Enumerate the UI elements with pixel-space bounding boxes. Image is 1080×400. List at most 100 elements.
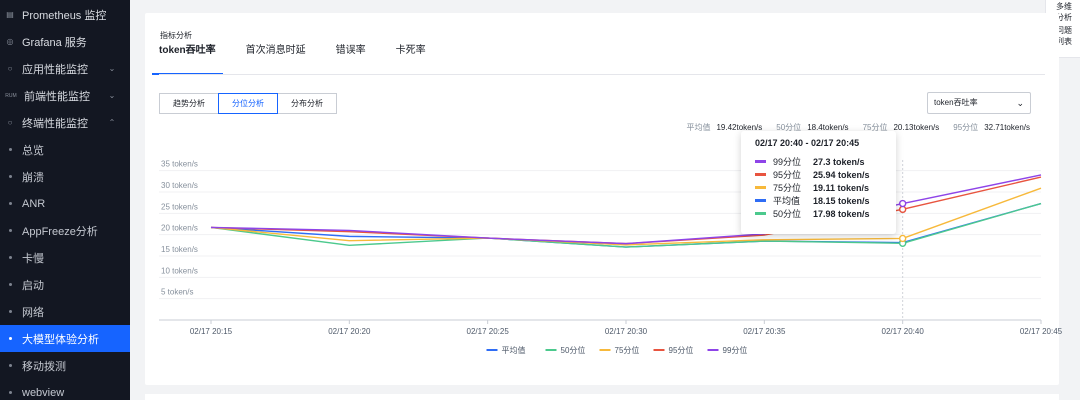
sidebar-item-label: 崩溃: [22, 171, 44, 184]
sidebar: ▤ Prometheus 监控 ◎ Grafana 服务 ○ 应用性能监控 ⌄ RUM 前端性能…: [0, 0, 130, 400]
tooltip-series-name: 99分位: [773, 157, 802, 167]
tooltip-series-value: 25.94 token/s: [813, 169, 870, 180]
sidebar-item-label: ANR: [22, 197, 46, 210]
bullet-dot-icon: [8, 283, 12, 287]
sidebar-item-14[interactable]: webview: [0, 379, 130, 400]
bullet-dot-icon: [8, 391, 12, 395]
bullet-dot-icon: [8, 256, 12, 260]
highlight-point-3: [898, 205, 907, 214]
tooltip-series-name: 75分位: [773, 183, 802, 193]
series-swatch: [755, 212, 766, 215]
tab-error-rate[interactable]: 错误率: [335, 45, 366, 56]
tooltip-row: 平均值 18.15 token/s: [755, 194, 882, 207]
tab-token-throughput[interactable]: token吞吐率: [152, 43, 223, 75]
tooltip-series-name: 50分位: [773, 209, 802, 219]
x-tick-label: 02/17 20:15: [190, 327, 233, 336]
sidebar-item-label: 前端性能监控: [24, 90, 90, 103]
metric-select[interactable]: token吞吐率 ⌄: [927, 92, 1031, 114]
bullet-dot-icon: [8, 337, 12, 341]
tooltip-row: 50分位 17.98 token/s: [755, 207, 882, 220]
sidebar-item-1[interactable]: ◎ Grafana 服务: [0, 28, 130, 55]
x-tick-label: 02/17 20:25: [467, 327, 510, 336]
series-line-2: [210, 187, 1042, 246]
tab-first-message-latency[interactable]: 首次消息时延: [245, 45, 306, 56]
bullet-dot-icon: [8, 148, 12, 152]
x-tick-label: 02/17 20:40: [882, 327, 925, 336]
sidebar-item-0[interactable]: ▤ Prometheus 监控: [0, 1, 130, 28]
terminal-icon: ○: [7, 118, 13, 127]
series-swatch: [755, 186, 766, 189]
sidebar-item-8[interactable]: AppFreeze分析: [0, 217, 130, 244]
y-tick-label: 10 token/s: [161, 266, 198, 275]
sidebar-item-label: 移动拨测: [22, 360, 66, 373]
chevron-down-icon: ⌄: [108, 64, 116, 73]
percentile-line-chart[interactable]: 5 token/s 10 token/s 15 token/s 20 token/s 2…: [145, 150, 1063, 375]
tooltip-series-value: 19.11 token/s: [813, 182, 870, 193]
percentile-analysis-button[interactable]: 分位分析: [218, 93, 278, 114]
sidebar-item-11[interactable]: 网络: [0, 298, 130, 325]
tooltip-series-name: 95分位: [773, 170, 802, 180]
grafana-icon: ◎: [6, 37, 14, 46]
multidim-analysis-link[interactable]: 多维分析: [1056, 2, 1072, 22]
metric-select-value: token吞吐率: [934, 98, 978, 107]
rum-icon: RUM: [5, 92, 17, 99]
x-tick-label: 02/17 20:20: [328, 327, 371, 336]
y-tick-label: 5 token/s: [161, 288, 193, 297]
bullet-dot-icon: [8, 364, 12, 368]
sidebar-item-12[interactable]: 大模型体验分析: [0, 325, 130, 352]
sidebar-item-7[interactable]: ANR: [0, 190, 130, 217]
sidebar-item-label: 卡慢: [22, 252, 44, 265]
metric-tabs: token吞吐率 首次消息时延 错误率 卡死率: [152, 43, 456, 75]
bullet-dot-icon: [8, 175, 12, 179]
y-tick-label: 15 token/s: [161, 245, 198, 254]
sidebar-item-label: webview: [22, 386, 65, 399]
sidebar-item-label: Prometheus 监控: [22, 9, 107, 22]
sidebar-item-label: 大模型体验分析: [22, 333, 99, 346]
x-tick-label: 02/17 20:35: [743, 327, 786, 336]
sidebar-item-2[interactable]: ○ 应用性能监控 ⌄: [0, 55, 130, 82]
tab-freeze-rate[interactable]: 卡死率: [395, 45, 426, 56]
sidebar-item-6[interactable]: 崩溃: [0, 163, 130, 190]
y-tick-label: 35 token/s: [161, 160, 198, 169]
tooltip-row: 75分位 19.11 token/s: [755, 181, 882, 194]
sidebar-item-5[interactable]: 总览: [0, 136, 130, 163]
legend-label-1: 50分位: [561, 345, 586, 355]
chevron-down-icon: ⌄: [1016, 98, 1024, 108]
analysis-mode-toggle: 趋势分析 分位分析 分布分析: [159, 93, 337, 114]
section-title: 指标分析: [160, 31, 192, 40]
tooltip-row: 99分位 27.3 token/s: [755, 155, 882, 168]
tooltip-title: 02/17 20:40 - 02/17 20:45: [755, 138, 860, 148]
sidebar-item-label: 总览: [22, 144, 44, 157]
stat-p95: 95分位 32.71token/s: [953, 123, 1030, 132]
sidebar-item-label: AppFreeze分析: [22, 225, 98, 238]
legend-label-3: 95分位: [669, 345, 694, 355]
series-line-1: [210, 202, 1042, 248]
chevron-down-icon: ⌄: [108, 91, 116, 100]
sidebar-item-label: 终端性能监控: [22, 117, 88, 130]
sidebar-item-3[interactable]: RUM 前端性能监控 ⌄: [0, 82, 130, 109]
highlight-point-4: [898, 199, 907, 208]
trend-analysis-button[interactable]: 趋势分析: [159, 93, 219, 114]
stat-avg: 平均值 19.42token/s: [686, 123, 763, 132]
database-icon: ▤: [6, 10, 14, 19]
distribution-analysis-button[interactable]: 分布分析: [277, 93, 337, 114]
sidebar-item-13[interactable]: 移动拨测: [0, 352, 130, 379]
series-swatch: [755, 199, 766, 202]
sidebar-item-label: 应用性能监控: [22, 63, 88, 76]
issue-list-link[interactable]: 问题列表: [1056, 26, 1072, 46]
y-tick-label: 25 token/s: [161, 202, 198, 211]
stat-p50: 50分位 18.4token/s: [776, 123, 849, 132]
stat-p75: 75分位 20.13token/s: [862, 123, 940, 132]
y-tick-label: 20 token/s: [161, 224, 198, 233]
sidebar-item-4[interactable]: ○ 终端性能监控 ⌃: [0, 109, 130, 136]
tab-divider: [159, 74, 1045, 75]
bullet-dot-icon: [8, 310, 12, 314]
y-tick-label: 30 token/s: [161, 181, 198, 190]
series-line-0: [210, 202, 1042, 248]
sidebar-item-label: 启动: [22, 279, 44, 292]
tooltip-series-value: 27.3 token/s: [813, 156, 865, 167]
tooltip-row: 95分位 25.94 token/s: [755, 168, 882, 181]
tooltip-series-value: 18.15 token/s: [813, 195, 870, 206]
sidebar-item-9[interactable]: 卡慢: [0, 244, 130, 271]
sidebar-item-10[interactable]: 启动: [0, 271, 130, 298]
